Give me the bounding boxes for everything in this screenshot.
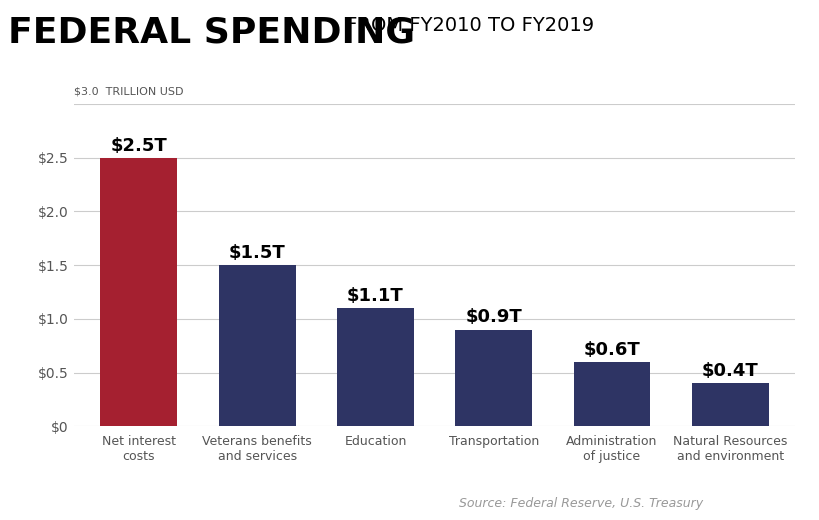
Text: $1.5T: $1.5T — [229, 244, 285, 262]
Bar — [455, 330, 532, 426]
Bar — [691, 383, 768, 426]
Text: $0.4T: $0.4T — [701, 362, 758, 380]
Text: $1.1T: $1.1T — [346, 287, 403, 305]
Bar — [100, 158, 177, 426]
Bar — [573, 362, 649, 426]
Text: $0.6T: $0.6T — [583, 341, 640, 359]
Text: Source: Federal Reserve, U.S. Treasury: Source: Federal Reserve, U.S. Treasury — [459, 497, 703, 510]
Text: $3.0  TRILLION USD: $3.0 TRILLION USD — [74, 86, 183, 96]
Text: FEDERAL SPENDING: FEDERAL SPENDING — [8, 16, 414, 49]
Text: FROM FY2010 TO FY2019: FROM FY2010 TO FY2019 — [340, 16, 594, 35]
Bar — [337, 308, 414, 426]
Text: $2.5T: $2.5T — [111, 137, 167, 154]
Bar — [219, 265, 295, 426]
Text: $0.9T: $0.9T — [465, 308, 522, 327]
